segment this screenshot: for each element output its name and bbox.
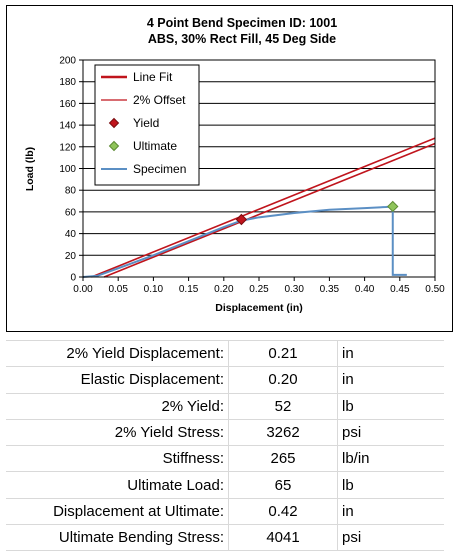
y-axis-label: Load (lb) bbox=[24, 147, 36, 191]
result-value: 0.20 bbox=[228, 366, 338, 394]
result-value: 0.21 bbox=[228, 339, 338, 367]
table-row: Stiffness: 265 lb/in bbox=[6, 445, 444, 472]
x-tick-label: 0.00 bbox=[73, 284, 93, 295]
series-line-2-offset bbox=[103, 142, 436, 278]
y-tick-label: 160 bbox=[59, 99, 76, 110]
result-value: 0.42 bbox=[228, 497, 338, 525]
y-tick-label: 80 bbox=[65, 186, 77, 197]
result-label: Stiffness: bbox=[6, 445, 229, 472]
legend-entry: Specimen bbox=[133, 162, 186, 176]
result-unit: psi bbox=[337, 524, 444, 551]
x-tick-label: 0.15 bbox=[179, 284, 199, 295]
result-label: 2% Yield Displacement: bbox=[6, 339, 229, 367]
chart-frame: 4 Point Bend Specimen ID: 1001 ABS, 30% … bbox=[6, 5, 453, 332]
chart-subtitle: ABS, 30% Rect Fill, 45 Deg Side bbox=[148, 32, 336, 46]
x-tick-label: 0.20 bbox=[214, 284, 234, 295]
x-axis-label: Displacement (in) bbox=[215, 302, 303, 314]
x-tick-label: 0.10 bbox=[144, 284, 164, 295]
results-table: 2% Yield Displacement: 0.21 in Elastic Disp… bbox=[6, 339, 444, 551]
marker-ultimate bbox=[387, 200, 399, 213]
table-row: Elastic Displacement: 0.20 in bbox=[6, 366, 444, 394]
x-tick-label: 0.30 bbox=[284, 284, 304, 295]
result-value: 52 bbox=[228, 392, 338, 420]
table-row: Ultimate Load: 65 lb bbox=[6, 471, 444, 499]
legend-entry: Line Fit bbox=[133, 70, 173, 84]
y-tick-label: 60 bbox=[65, 207, 77, 218]
result-value: 265 bbox=[228, 445, 338, 472]
y-tick-label: 180 bbox=[59, 77, 76, 88]
result-value: 3262 bbox=[228, 418, 338, 446]
y-tick-label: 100 bbox=[59, 164, 76, 175]
result-unit: lb bbox=[337, 392, 444, 420]
y-tick-label: 140 bbox=[59, 121, 76, 132]
result-value: 65 bbox=[228, 471, 338, 499]
chart-title: 4 Point Bend Specimen ID: 1001 bbox=[147, 16, 337, 30]
legend-marker bbox=[108, 140, 120, 152]
x-tick-label: 0.35 bbox=[320, 284, 340, 295]
series-line-line-fit bbox=[91, 137, 436, 278]
y-tick-label: 40 bbox=[65, 229, 77, 240]
result-label: 2% Yield Stress: bbox=[6, 418, 229, 446]
series-line-specimen bbox=[82, 205, 407, 278]
result-label: Displacement at Ultimate: bbox=[6, 497, 229, 525]
result-unit: psi bbox=[337, 418, 444, 446]
legend-entry: 2% Offset bbox=[133, 93, 186, 107]
x-tick-label: 0.40 bbox=[355, 284, 375, 295]
result-value: 4041 bbox=[228, 524, 338, 551]
marker-yield bbox=[235, 213, 248, 226]
plot-area bbox=[82, 59, 436, 278]
x-tick-label: 0.45 bbox=[390, 284, 410, 295]
result-label: 2% Yield: bbox=[6, 392, 229, 420]
result-unit: lb bbox=[337, 471, 444, 499]
result-unit: in bbox=[337, 497, 444, 525]
result-label: Elastic Displacement: bbox=[6, 366, 229, 394]
x-tick-label: 0.25 bbox=[249, 284, 269, 295]
table-row: 2% Yield: 52 lb bbox=[6, 392, 444, 420]
legend-entry: Ultimate bbox=[133, 139, 177, 153]
legend-entry: Yield bbox=[133, 116, 159, 130]
result-unit: in bbox=[337, 339, 444, 367]
y-tick-label: 200 bbox=[59, 56, 76, 67]
table-row: Ultimate Bending Stress: 4041 psi bbox=[6, 524, 444, 551]
y-tick-label: 120 bbox=[59, 142, 76, 153]
result-unit: in bbox=[337, 366, 444, 394]
y-tick-label: 0 bbox=[70, 273, 76, 284]
result-label: Ultimate Bending Stress: bbox=[6, 524, 229, 551]
load-displacement-chart: 4 Point Bend Specimen ID: 1001 ABS, 30% … bbox=[24, 16, 445, 314]
table-row: 2% Yield Displacement: 0.21 in bbox=[6, 339, 444, 367]
table-row: 2% Yield Stress: 3262 psi bbox=[6, 418, 444, 446]
x-tick-label: 0.05 bbox=[108, 284, 128, 295]
legend-marker bbox=[108, 117, 120, 129]
x-tick-label: 0.50 bbox=[425, 284, 445, 295]
y-tick-label: 20 bbox=[65, 251, 77, 262]
result-unit: lb/in bbox=[337, 445, 444, 472]
table-row: Displacement at Ultimate: 0.42 in bbox=[6, 497, 444, 525]
result-label: Ultimate Load: bbox=[6, 471, 229, 499]
